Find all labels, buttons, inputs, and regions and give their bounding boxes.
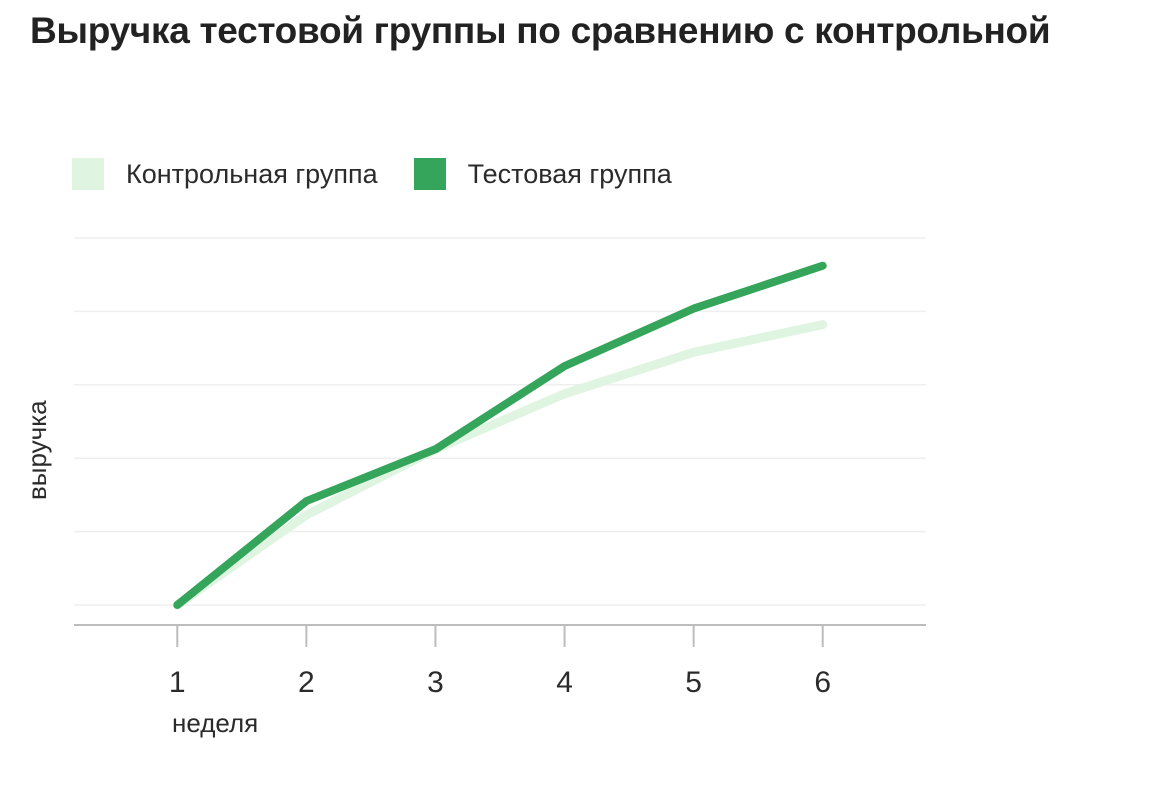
x-tick-label: 5 bbox=[685, 666, 702, 699]
series-line-test bbox=[173, 261, 827, 609]
series-line-control bbox=[172, 320, 828, 610]
x-tick-label: 3 bbox=[427, 666, 444, 699]
legend-swatch-test bbox=[413, 158, 446, 190]
legend: Контрольная группа Тестовая группа bbox=[72, 158, 708, 190]
legend-swatch-control bbox=[72, 158, 104, 190]
grid-lines bbox=[74, 237, 926, 606]
x-tick-label: 2 bbox=[298, 666, 315, 699]
legend-item-control: Контрольная группа bbox=[72, 158, 378, 190]
x-tick-label: 4 bbox=[556, 666, 573, 699]
x-axis: 1 2 3 4 5 6 bbox=[74, 624, 926, 699]
series-lines bbox=[172, 261, 828, 610]
x-axis-label: неделя bbox=[172, 708, 259, 738]
x-tick-label: 1 bbox=[169, 666, 186, 699]
legend-label-control: Контрольная группа bbox=[126, 158, 378, 189]
chart-title: Выручка тестовой группы по сравнению с к… bbox=[30, 10, 1051, 51]
legend-label-test: Тестовая группа bbox=[467, 158, 672, 189]
x-tick-label: 6 bbox=[814, 666, 831, 699]
legend-item-test: Тестовая группа bbox=[413, 158, 672, 190]
